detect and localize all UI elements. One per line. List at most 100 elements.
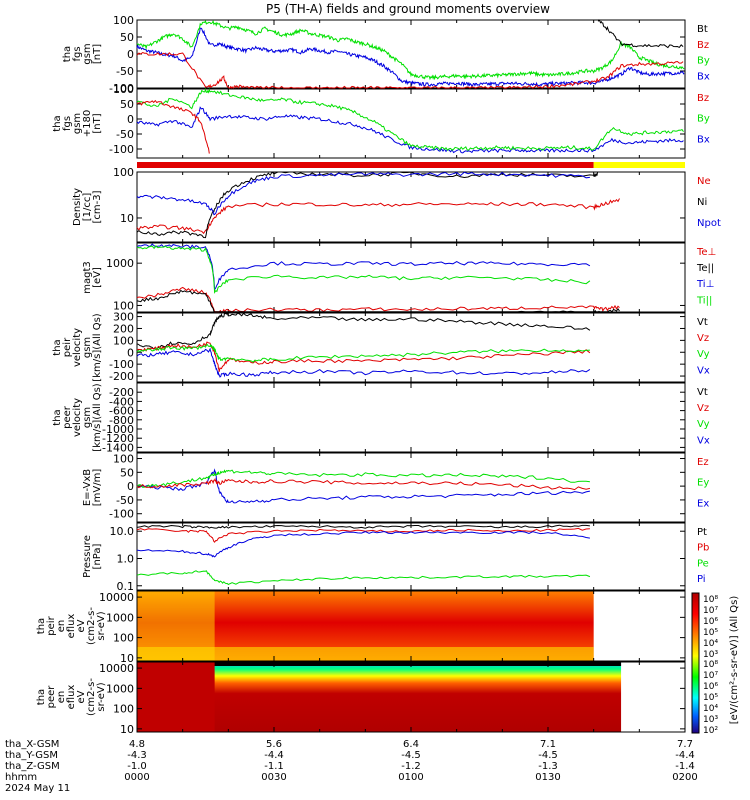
series-By <box>136 87 684 151</box>
legend-Ti⊥: Ti⊥ <box>696 279 714 290</box>
legend-Vz: Vz <box>697 403 709 414</box>
x-tick-value: 6.4 <box>403 739 419 750</box>
y-label-line: eV <box>76 619 87 632</box>
x-tick-value: -1.1 <box>264 761 284 772</box>
y-label-line: sr-eV) <box>96 682 107 711</box>
y-tick-label: 10 <box>120 723 134 736</box>
series-Ey <box>136 469 590 488</box>
heatmap-spectrogram <box>137 662 622 732</box>
colorbar-tick-label: 10⁸ <box>703 595 718 605</box>
y-tick-label: 1000 <box>106 611 134 624</box>
panel-temperature: 1000 100 magt3 [eV] Te⊥ Te|| Ti⊥ Ti|| <box>82 242 716 313</box>
series-Vx <box>136 347 591 378</box>
series-Te|| <box>136 289 620 313</box>
series-By <box>136 19 685 81</box>
legend-Te⊥: Te⊥ <box>696 247 716 258</box>
y-label-line: [nT] <box>92 113 103 133</box>
y-tick-label: -1200 <box>102 432 134 445</box>
heatmap-low-energy <box>137 647 594 661</box>
series-Ne <box>136 198 620 235</box>
series-Pt <box>136 524 590 529</box>
colorbar-tick-label: 10² <box>703 726 718 736</box>
series-Bz <box>136 51 684 89</box>
colorbar-tick-label: 10⁶ <box>703 682 718 692</box>
y-tick-label: 50 <box>120 466 134 479</box>
panel-peer_flux: 10000 1000 100 10 tha peer en eflux eV (cm2-s-sr-… <box>36 661 686 736</box>
panel-fgs_vertical: 100 50 0 -50 -100 tha fgs gsm +180 [nT] Bz By Bx <box>52 83 710 159</box>
y-tick-label: -1000 <box>102 423 134 436</box>
y-label-line: magt3 <box>82 261 93 294</box>
series-Bt <box>597 19 684 49</box>
y-label-line: Pressure <box>82 535 93 578</box>
y-tick-label: 200 <box>113 322 134 335</box>
y-label-line: +180 <box>82 110 93 137</box>
series-Bx <box>136 106 684 154</box>
legend-Ez: Ez <box>697 457 709 468</box>
y-tick-label: -100 <box>109 508 134 521</box>
legend-Pb: Pb <box>697 543 709 554</box>
legend-Ex: Ex <box>697 498 709 509</box>
y-label-line: sr-eV) <box>96 611 107 640</box>
series-Te⊥ <box>136 286 620 313</box>
y-label-line: [km/s](All Qs) <box>92 313 103 381</box>
heatmap-top-strip <box>137 662 622 666</box>
colorbar-tick-label: 10⁶ <box>703 617 718 627</box>
y-label-line: tha <box>52 115 63 131</box>
y-tick-label: 100 <box>113 14 134 27</box>
panel-peer_velocity: -200-400-600-800-1000-1200-1400 tha peer ve… <box>52 382 710 454</box>
y-tick-label: 100 <box>113 703 134 716</box>
panel-frame <box>136 382 686 453</box>
series-Pb <box>136 527 590 543</box>
y-label-line: eflux <box>66 685 77 710</box>
y-label-line: [km/s](All Qs) <box>92 383 103 451</box>
y-label-line: (cm2-s- <box>86 607 97 645</box>
y-tick-label: -1400 <box>102 441 134 454</box>
legend-Vt: Vt <box>697 387 708 398</box>
panel-density: 100 10 Density [1/cc] [cm-3] Ne Ni Npot <box>72 166 721 243</box>
orbit-bar-yellow <box>593 162 685 168</box>
x-tick-value: -4.3 <box>127 750 147 761</box>
colorbar-tick-label: 10⁴ <box>703 639 718 649</box>
x-tick-value: 4.8 <box>129 739 145 750</box>
y-tick-label: 100 <box>113 166 134 179</box>
y-label-line: gsm <box>82 337 93 358</box>
x-tick-value: -4.4 <box>264 750 284 761</box>
y-tick-label: -50 <box>116 65 134 78</box>
legend-Bt: Bt <box>697 24 708 35</box>
colorbar-tick-label: 10³ <box>703 715 718 725</box>
orbit-bar-red <box>137 162 594 168</box>
series-Pe <box>136 570 591 586</box>
y-tick-label: -200 <box>109 370 134 383</box>
y-label-line: [cm-3] <box>92 190 103 223</box>
legend-Ti||: Ti|| <box>696 295 712 306</box>
y-tick-label: 100 <box>113 83 134 96</box>
y-tick-label: 10000 <box>99 591 134 604</box>
y-tick-label: 1000 <box>106 257 134 270</box>
y-tick-label: 100 <box>113 299 134 312</box>
y-tick-label: 10000 <box>99 662 134 675</box>
x-tick-value: -1.2 <box>401 761 421 772</box>
panel-pressure: 10.0 1.0 0.1 Pressure [nPa] Pt Pb Pe Pi <box>82 522 709 593</box>
figure-title: P5 (TH-A) fields and ground moments over… <box>266 2 550 16</box>
legend-Ni: Ni <box>697 197 707 208</box>
x-tick-value: -4.4 <box>675 750 695 761</box>
x-tick-value: -1.0 <box>127 761 147 772</box>
y-tick-label: -100 <box>109 143 134 156</box>
y-label-line: E=-VxB <box>82 469 93 506</box>
legend-Ey: Ey <box>697 478 709 489</box>
y-label-line: Density <box>72 188 83 226</box>
y-label-line: fgs <box>72 46 83 61</box>
series-Npot <box>136 171 590 216</box>
y-label-line: [nPa] <box>92 543 103 569</box>
panel-frame <box>136 452 686 523</box>
y-tick-label: -50 <box>116 494 134 507</box>
y-label-line: eV <box>76 690 87 703</box>
y-tick-label: -200 <box>109 386 134 399</box>
x-tick-value: 0100 <box>398 772 423 783</box>
legend-Vz: Vz <box>697 333 709 344</box>
